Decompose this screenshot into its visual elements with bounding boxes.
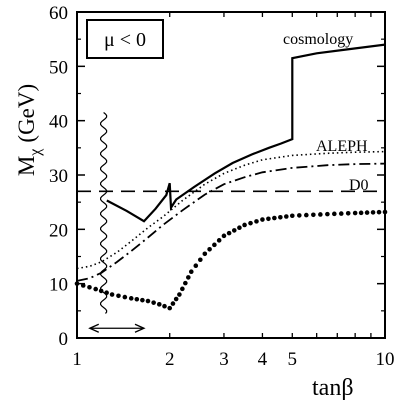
plot-frame xyxy=(76,11,386,339)
data-point xyxy=(260,217,265,222)
data-point xyxy=(212,242,217,248)
series-group xyxy=(74,43,388,311)
data-point xyxy=(364,210,370,215)
series-label-aleph: ALEPH xyxy=(316,138,368,155)
data-point xyxy=(358,210,364,216)
data-point xyxy=(370,210,376,215)
data-point xyxy=(352,210,358,216)
data-point xyxy=(87,284,92,290)
data-point xyxy=(104,290,109,296)
y-axis-title-m: M xyxy=(14,156,39,176)
data-point xyxy=(109,292,115,297)
wavy-line xyxy=(100,112,108,314)
data-point xyxy=(242,222,247,228)
y-tick-label: 60 xyxy=(49,3,68,24)
y-tick-label: 10 xyxy=(49,275,68,296)
data-point xyxy=(345,211,351,216)
data-point xyxy=(311,212,316,218)
x-axis-title: tanβ xyxy=(312,375,354,401)
data-point xyxy=(173,296,179,302)
data-point xyxy=(116,293,121,299)
data-point xyxy=(162,303,167,309)
data-point xyxy=(325,211,330,217)
data-point xyxy=(266,216,271,222)
y-tick-label: 40 xyxy=(49,112,68,133)
legend-box-text: μ < 0 xyxy=(104,29,146,51)
y-axis-title-sub: χ xyxy=(27,148,44,157)
legend-box: μ < 0 xyxy=(86,19,164,59)
data-point xyxy=(207,247,212,252)
data-point xyxy=(254,219,259,224)
series-dashdot xyxy=(76,162,386,282)
data-point xyxy=(180,286,185,292)
y-tick-label: 20 xyxy=(49,220,68,241)
data-point xyxy=(382,209,388,215)
data-point xyxy=(128,296,134,301)
data-point xyxy=(289,213,295,219)
data-point xyxy=(198,257,203,263)
data-point xyxy=(376,209,382,215)
x-tick-label: 1 xyxy=(72,349,82,370)
y-tick-label: 50 xyxy=(49,57,68,78)
annotations xyxy=(88,112,146,333)
legend-box-frame xyxy=(86,19,164,59)
arrow-head-right xyxy=(134,323,146,333)
data-point xyxy=(202,251,208,257)
data-point xyxy=(188,269,194,275)
data-point xyxy=(170,301,176,306)
series-cosmology xyxy=(106,43,386,223)
data-point xyxy=(193,263,199,269)
data-point xyxy=(167,305,173,311)
data-point xyxy=(98,288,104,294)
data-point xyxy=(318,212,323,217)
data-point xyxy=(140,297,145,303)
data-point xyxy=(248,220,253,226)
y-tick-label: 0 xyxy=(59,329,69,350)
series-bigdots xyxy=(74,209,388,311)
data-point xyxy=(156,302,162,307)
svg-text:Mχ(GeV): Mχ (GeV) xyxy=(14,84,44,176)
data-point xyxy=(151,300,156,305)
data-point xyxy=(216,238,222,243)
data-point xyxy=(186,275,191,280)
x-tick-label: 5 xyxy=(288,349,298,370)
data-point xyxy=(284,214,289,219)
data-point xyxy=(226,230,232,236)
series-line xyxy=(106,43,386,223)
data-point xyxy=(278,214,283,220)
x-tick-label: 3 xyxy=(219,349,229,370)
data-point xyxy=(80,283,86,288)
arrow-head-left xyxy=(88,323,100,333)
data-point xyxy=(338,211,344,216)
x-tick-label: 2 xyxy=(165,349,175,370)
axes: 0 10 20 30 40 50 60 1 2 3 4 5 10 xyxy=(49,3,395,370)
data-point xyxy=(183,280,188,286)
data-point xyxy=(297,213,302,218)
x-tick-label: 10 xyxy=(376,349,395,370)
data-point xyxy=(122,294,128,300)
data-point xyxy=(93,286,98,292)
data-point xyxy=(332,211,337,217)
data-point xyxy=(177,292,182,297)
y-tick-label: 30 xyxy=(49,166,68,187)
y-axis-title-unit: (GeV) xyxy=(14,84,39,143)
data-point xyxy=(145,298,151,304)
y-axis-title: Mχ (GeV) xyxy=(14,84,44,176)
data-point xyxy=(231,228,237,233)
data-point xyxy=(237,225,242,231)
data-point xyxy=(221,233,227,239)
data-point xyxy=(74,281,80,286)
series-line xyxy=(76,162,386,282)
x-tick-label: 4 xyxy=(258,349,268,370)
data-point xyxy=(304,212,309,218)
series-label-d0: D0 xyxy=(349,177,369,194)
data-point xyxy=(134,296,140,302)
data-point xyxy=(272,215,277,221)
series-label-cosmology: cosmology xyxy=(283,31,353,48)
